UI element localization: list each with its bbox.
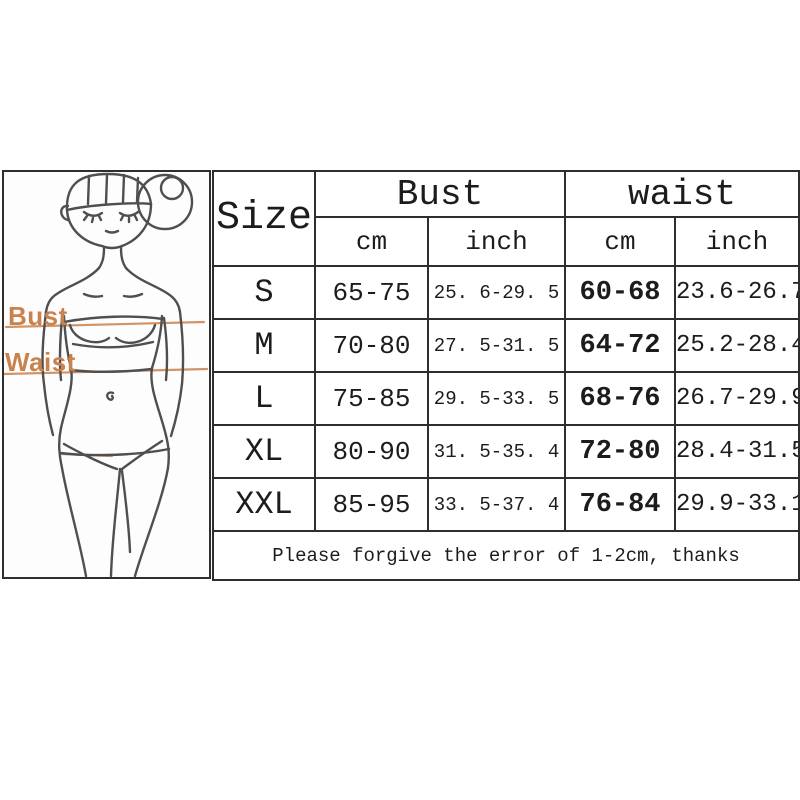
header-size: Size [212, 170, 316, 267]
size-cell: XXL [212, 477, 316, 532]
size-chart-table: Size Bust waist cm inch cm inch S 65-75 … [211, 170, 800, 581]
header-bust: Bust [313, 170, 567, 218]
bust-cm-cell: 65-75 [314, 265, 429, 320]
table-row-l: L 75-85 29. 5-33. 5 68-76 26.7-29.9 [212, 371, 800, 426]
unit-waist-inch: inch [674, 216, 800, 267]
bust-inch-cell: 25. 6-29. 5 [426, 265, 567, 320]
bust-measure-label: Bust [8, 301, 68, 331]
mouth [104, 229, 120, 234]
bust-inch-cell: 29. 5-33. 5 [426, 371, 567, 426]
waist-cm-cell: 60-68 [564, 265, 677, 320]
table-row-m: M 70-80 27. 5-31. 5 64-72 25.2-28.4 [212, 318, 800, 373]
bust-guide-line [4, 320, 206, 329]
header-row-units: cm inch cm inch [213, 216, 800, 267]
table-row-s: S 65-75 25. 6-29. 5 60-68 23.6-26.7 [212, 265, 800, 320]
bust-inch-cell: 33. 5-37. 4 [426, 477, 567, 532]
waist-line [68, 367, 154, 374]
closed-eyes [82, 210, 140, 224]
waist-measure-label: Waist [5, 347, 76, 377]
woman-line-drawing [4, 172, 209, 577]
bust-inch-cell: 31. 5-35. 4 [426, 424, 567, 479]
torso-group [41, 245, 185, 438]
size-cell: L [212, 371, 316, 426]
waist-cm-cell: 64-72 [564, 318, 677, 373]
unit-waist-cm: cm [564, 216, 677, 267]
bust-cm-cell: 80-90 [314, 424, 429, 479]
table-row-xl: XL 80-90 31. 5-35. 4 72-80 28.4-31.5 [212, 424, 800, 479]
waist-inch-cell: 28.4-31.5 [674, 424, 800, 479]
waist-cm-cell: 72-80 [564, 424, 677, 479]
waist-inch-cell: 23.6-26.7 [674, 265, 800, 320]
size-cell: S [212, 265, 316, 320]
size-cell: XL [212, 424, 316, 479]
head-group [60, 172, 194, 250]
hair-bun-inner [159, 175, 185, 201]
waist-inch-cell: 29.9-33.1 [674, 477, 800, 532]
waist-cm-cell: 76-84 [564, 477, 677, 532]
waist-inch-cell: 26.7-29.9 [674, 371, 800, 426]
header-row-groups: Size Bust waist [212, 170, 800, 267]
measure-guide-lines [4, 320, 209, 458]
footer-row: Please forgive the error of 1-2cm, thank… [211, 530, 800, 581]
hip-line [58, 447, 171, 457]
bust-cm-cell: 85-95 [314, 477, 429, 532]
navel [105, 391, 115, 401]
unit-bust-cm: cm [314, 216, 429, 267]
waist-inch-cell: 25.2-28.4 [674, 318, 800, 373]
waist-cm-cell: 68-76 [564, 371, 677, 426]
legs-group [58, 426, 171, 577]
hair-bun-outer [136, 173, 194, 231]
table-row-xxl: XXL 85-95 33. 5-37. 4 76-84 29.9-33.1 [212, 477, 800, 532]
ear [60, 204, 70, 222]
unit-bust-inch: inch [426, 216, 567, 267]
bust-cm-cell: 70-80 [314, 318, 429, 373]
body-figure-panel: Bust Waist [2, 170, 211, 579]
size-cell: M [212, 318, 316, 373]
bust-line [62, 315, 165, 324]
bust-cm-cell: 75-85 [314, 371, 429, 426]
header-waist: waist [564, 170, 800, 218]
bust-inch-cell: 27. 5-31. 5 [426, 318, 567, 373]
error-notice: Please forgive the error of 1-2cm, thank… [211, 530, 800, 581]
